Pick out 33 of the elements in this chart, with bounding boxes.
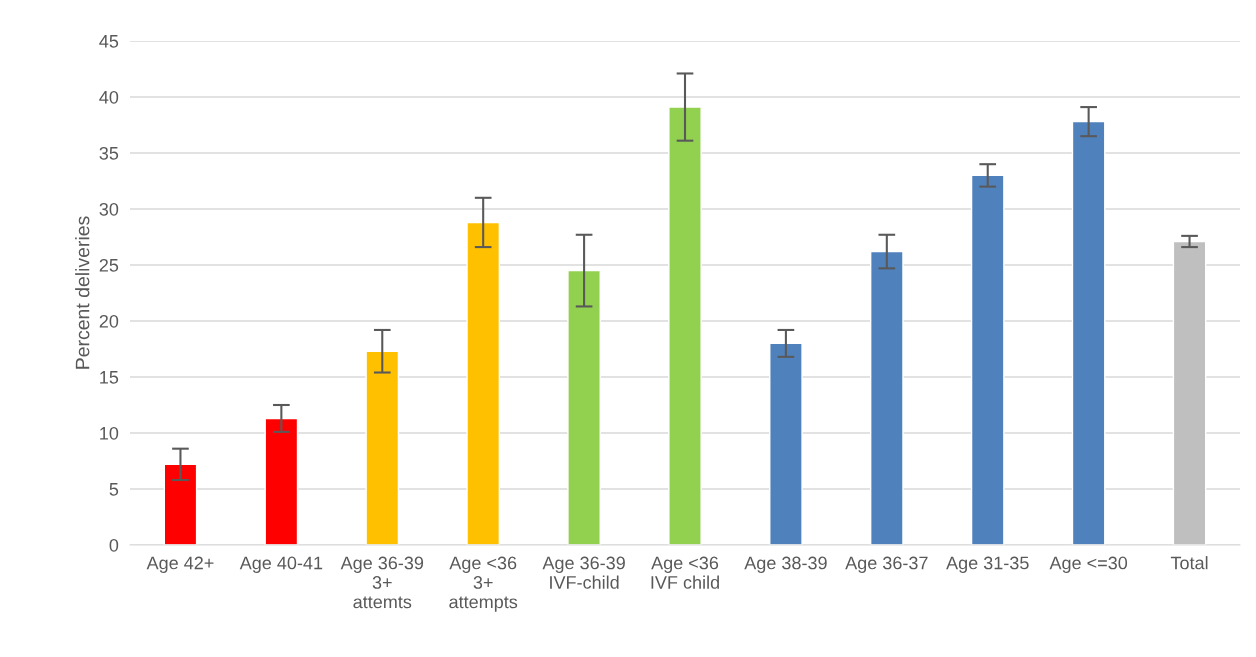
y-axis-title: Percent deliveries: [75, 216, 90, 369]
y-tick-label: 0: [109, 538, 119, 552]
bar: [163, 463, 198, 545]
x-tick-label: Age <=30: [1049, 556, 1128, 573]
x-tick-label: Age 31-35: [946, 556, 1029, 573]
y-tick-label: 10: [100, 426, 119, 440]
y-tick-label: 45: [99, 35, 119, 48]
bar: [668, 106, 702, 545]
x-tick-label: Age 36-37: [845, 556, 928, 573]
x-tick-label: Age 36-39 IVF-child: [542, 556, 625, 589]
y-tick-label: 5: [109, 483, 119, 496]
x-tick-label: Age 42+: [146, 556, 214, 573]
x-tick-label: Age 40-41: [239, 556, 323, 573]
bar: [365, 350, 400, 545]
bar: [970, 174, 1005, 545]
y-tick-label: 40: [99, 90, 119, 104]
x-tick-label: Age <36 3+ attempts: [449, 556, 518, 612]
y-tick-label: 25: [99, 258, 119, 272]
x-tick-label: Total: [1170, 556, 1208, 570]
y-tick-label: 30: [99, 202, 119, 216]
y-tick-label: 20: [99, 314, 119, 328]
x-tick-label: Age <36 IVF child: [651, 556, 719, 589]
bar: [1071, 120, 1106, 545]
y-tick-label: 15: [100, 371, 119, 384]
bar: [264, 417, 299, 545]
bar: [1172, 240, 1207, 545]
bar: [567, 269, 601, 545]
y-tick-label: 35: [99, 146, 119, 160]
x-tick-label: Age 38-39: [744, 556, 827, 573]
x-tick-label: Age 36-39 3+ attemts: [340, 556, 424, 609]
bar: [466, 221, 501, 545]
bar: [869, 250, 904, 545]
bar: [769, 342, 803, 545]
